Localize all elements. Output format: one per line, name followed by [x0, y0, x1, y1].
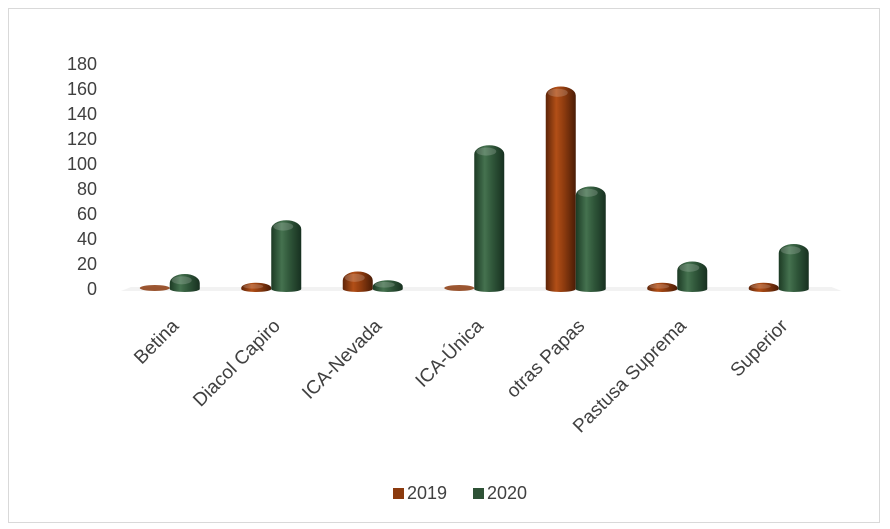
x-category-label: otras Papas: [503, 316, 590, 403]
legend-item-2020: 2020: [473, 483, 527, 503]
bar-zero-disk: [444, 285, 475, 291]
legend-label: 2019: [407, 483, 447, 503]
y-tick-label: 20: [77, 254, 97, 274]
bar-2019-4: [545, 86, 576, 293]
bar-2019-1: [241, 282, 272, 292]
bar-2020-0: [169, 274, 200, 292]
bar-body: [748, 282, 779, 292]
legend-label: 2020: [487, 483, 527, 503]
bar-highlight: [577, 188, 598, 197]
bar-body: [575, 186, 606, 292]
bar-highlight: [243, 284, 264, 289]
legend-swatch: [393, 488, 404, 499]
bar-2020-3: [474, 145, 505, 292]
bar-highlight: [171, 276, 192, 285]
x-axis: Betina Diacol Capiro ICA-Nevada ICA-Única ot…: [130, 315, 792, 438]
bar-body: [647, 282, 678, 292]
y-tick-label: 60: [77, 204, 97, 224]
x-category-label: Superior: [727, 315, 793, 381]
bar-body: [545, 86, 576, 293]
y-tick-label: 80: [77, 179, 97, 199]
y-axis: 0 20 40 60 80 100 120 140 160 180: [67, 54, 97, 299]
x-category-label: ICA-Nevada: [298, 315, 386, 403]
bar-highlight: [679, 263, 700, 272]
bar-body: [474, 145, 505, 292]
bar-2020-6: [778, 244, 809, 292]
bar-body: [372, 280, 403, 292]
bar-body: [778, 244, 809, 292]
y-tick-label: 0: [87, 279, 97, 299]
bar-2020-5: [677, 261, 708, 292]
bar-highlight: [476, 147, 497, 156]
bar-2020-1: [271, 220, 302, 292]
bars-group: [139, 86, 809, 293]
bar-2019-5: [647, 282, 678, 292]
bar-2019-6: [748, 282, 779, 292]
x-category-label: Diacol Capiro: [189, 316, 284, 411]
bar-2019-3: [444, 285, 475, 291]
y-tick-label: 120: [67, 129, 97, 149]
bar-body: [677, 261, 708, 292]
legend-item-2019: 2019: [393, 483, 447, 503]
bar-body: [169, 274, 200, 292]
y-tick-label: 180: [67, 54, 97, 74]
bar-2019-0: [139, 285, 170, 291]
y-tick-label: 40: [77, 229, 97, 249]
bar-2020-2: [372, 280, 403, 292]
bar-2019-2: [342, 271, 373, 292]
bar-highlight: [750, 284, 771, 289]
bar-2020-4: [575, 186, 606, 292]
bar-highlight: [374, 281, 395, 288]
x-category-label: Betina: [130, 315, 183, 368]
y-tick-label: 160: [67, 79, 97, 99]
x-category-label: ICA-Única: [411, 315, 488, 392]
bar-body: [342, 271, 373, 292]
legend: 2019 2020: [393, 483, 527, 503]
y-tick-label: 140: [67, 104, 97, 124]
bar-highlight: [649, 284, 670, 289]
x-category-label: Pastusa Suprema: [569, 315, 691, 437]
chart-frame: 0 20 40 60 80 100 120 140 160 180 Betina Diacol Ca…: [8, 8, 880, 523]
bar-chart: 0 20 40 60 80 100 120 140 160 180 Betina Diacol Ca…: [67, 54, 842, 503]
bar-zero-disk: [139, 285, 170, 291]
bar-body: [271, 220, 302, 292]
bar-highlight: [273, 222, 294, 231]
bar-highlight: [344, 273, 365, 282]
legend-swatch: [473, 488, 484, 499]
bar-highlight: [780, 246, 801, 255]
bar-body: [241, 282, 272, 292]
bar-highlight: [547, 88, 568, 97]
y-tick-label: 100: [67, 154, 97, 174]
